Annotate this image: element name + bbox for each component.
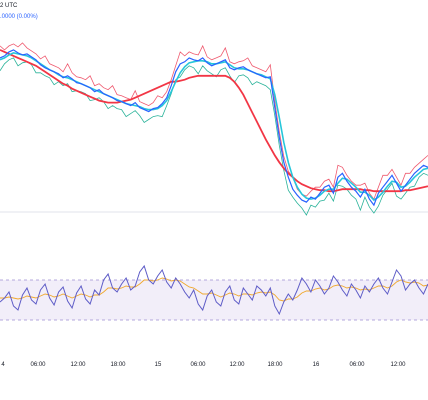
upper-band-line (0, 42, 428, 200)
time-axis-label: 12:00 (390, 362, 406, 368)
time-axis-label: 06:00 (190, 362, 206, 368)
fast-ma-line (0, 52, 428, 202)
legend-timestamp: 2 UTC (0, 3, 18, 9)
time-axis-label: 4 (1, 362, 5, 368)
time-axis-label: 16 (312, 362, 320, 368)
oscillator-band (0, 280, 428, 320)
time-axis-label: 15 (154, 362, 162, 368)
legend-change: .0000 (0.00%) (0, 14, 38, 20)
slow-ma-line (0, 49, 428, 193)
oscillator-line (0, 264, 428, 316)
time-axis-label: 18:00 (110, 362, 126, 368)
oscillator-signal-line (0, 277, 428, 302)
time-axis-label: 18:00 (267, 362, 283, 368)
price-line (0, 49, 428, 207)
time-axis-label: 12:00 (229, 362, 245, 368)
time-axis-label: 12:00 (70, 362, 86, 368)
time-axis-label: 06:00 (349, 362, 365, 368)
time-axis-label: 06:00 (30, 362, 46, 368)
